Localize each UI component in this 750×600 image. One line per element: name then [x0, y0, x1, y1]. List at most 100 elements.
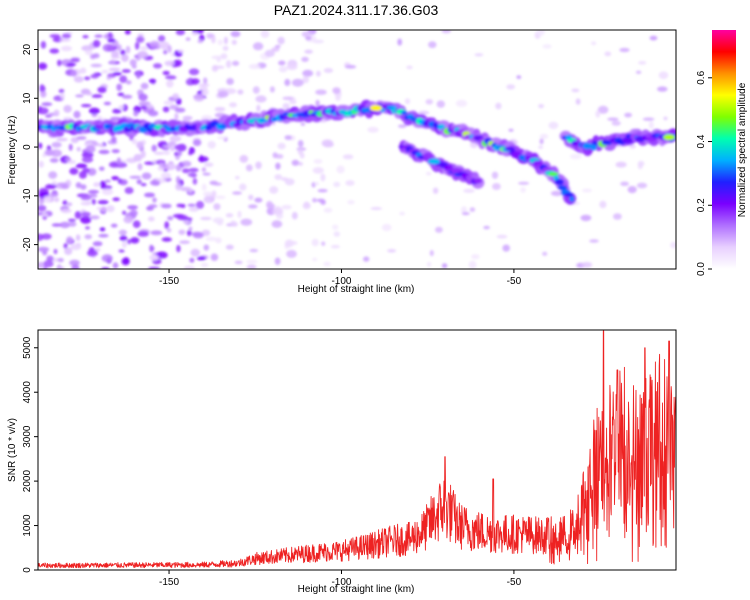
spectrogram-noise-blob — [649, 35, 658, 41]
spectrogram-noise-blob — [127, 205, 138, 210]
spectrogram-noise-blob — [200, 216, 212, 221]
spectrogram-noise-blob — [76, 146, 81, 152]
spectrogram-noise-blob — [148, 110, 159, 117]
spectrogram-noise-blob — [91, 94, 103, 98]
spectrogram-noise-blob — [162, 144, 173, 149]
spectrogram-noise-blob — [312, 197, 317, 203]
spectrogram-noise-blob — [163, 50, 168, 55]
spectrogram-noise-blob — [201, 167, 207, 172]
spectrogram-noise-blob — [144, 161, 156, 165]
spectrogram-noise-blob — [84, 76, 91, 81]
snr-plot-area — [38, 330, 676, 570]
spectrogram-noise-blob — [43, 195, 52, 203]
spectrogram-noise-blob — [197, 39, 204, 44]
spectrogram-noise-blob — [615, 161, 627, 168]
spectrogram-noise-blob — [213, 182, 222, 186]
spectrogram-noise-blob — [182, 168, 190, 174]
spectrogram-noise-blob — [271, 47, 280, 52]
x-tick-label: -50 — [507, 276, 522, 287]
spectrogram-noise-blob — [63, 243, 68, 249]
spectrogram-noise-blob — [117, 92, 125, 97]
x-tick-label: -50 — [507, 577, 522, 588]
spectrogram-noise-blob — [188, 206, 199, 212]
spectrogram-noise-blob — [126, 239, 132, 245]
spectrogram-noise-blob — [321, 241, 326, 246]
spectrogram-noise-blob — [84, 234, 92, 240]
y-tick-label: -20 — [22, 237, 33, 252]
spectrogram-noise-blob — [207, 141, 216, 149]
spectrogram-noise-blob — [110, 223, 118, 228]
spectrogram-noise-blob — [136, 179, 142, 185]
spectrogram-noise-blob — [97, 200, 109, 205]
snr-x-ticks: -150 -100 -50 — [159, 570, 522, 588]
spectrogram-noise-blob — [73, 76, 84, 83]
spectrogram-noise-blob — [491, 171, 499, 179]
spectrogram-noise-blob — [187, 203, 196, 207]
spectrogram-noise-blob — [518, 181, 530, 185]
spectrogram-noise-blob — [539, 133, 549, 140]
spectrogram-noise-blob — [145, 104, 154, 109]
spectrogram-noise-blob — [74, 211, 82, 219]
spectrogram-noise-blob — [239, 183, 247, 191]
spectrogram-noise-blob — [151, 144, 157, 152]
spectrogram-noise-blob — [111, 176, 119, 181]
spectrogram-noise-blob — [344, 65, 357, 69]
spectrogram-noise-blob — [305, 36, 312, 41]
spectrogram-noise-blob — [201, 91, 208, 95]
spectrogram-noise-blob — [46, 255, 54, 262]
spectrogram-noise-blob — [85, 49, 93, 56]
spectrogram-noise-blob — [211, 190, 217, 198]
spectrogram-noise-blob — [108, 67, 121, 72]
spectrogram-noise-blob — [62, 200, 68, 205]
spectrogram-noise-blob — [175, 30, 185, 36]
spectrogram-noise-blob — [39, 84, 45, 91]
spectrogram-noise-blob — [133, 154, 143, 162]
spectrogram-noise-blob — [68, 221, 77, 227]
spectrogram-noise-blob — [69, 167, 79, 175]
spectrogram-noise-blob — [332, 224, 339, 230]
spectrogram-noise-blob — [237, 210, 242, 219]
spectrogram-noise-blob — [336, 165, 345, 174]
spectrogram-noise-blob — [57, 266, 65, 269]
spectrogram-noise-blob — [516, 75, 522, 79]
spectrogram-noise-blob — [284, 78, 291, 87]
spectrogram-noise-blob — [571, 88, 580, 93]
spectrogram-noise-blob — [363, 256, 370, 262]
snr-series-line — [38, 330, 676, 569]
spectrogram-noise-blob — [214, 107, 226, 112]
spectrogram-noise-blob — [68, 218, 76, 222]
spectrogram-noise-blob — [137, 163, 143, 171]
spectrogram-noise-blob — [175, 164, 182, 172]
spectrogram-noise-blob — [161, 237, 172, 242]
spectrogram-noise-blob — [426, 261, 432, 267]
spectrogram-peak — [369, 105, 382, 112]
spectrogram-noise-blob — [161, 203, 172, 209]
spectrogram-noise-blob — [93, 53, 100, 59]
spectrogram-noise-blob — [235, 176, 240, 180]
spectrogram-noise-blob — [222, 45, 229, 51]
spectrogram-noise-blob — [274, 44, 281, 48]
spectrogram-noise-blob — [202, 191, 213, 197]
spectrogram-noise-blob — [249, 248, 259, 253]
spectrogram-noise-blob — [502, 244, 511, 252]
spectrogram-frame — [37, 29, 677, 270]
y-tick-label: 0 — [22, 144, 33, 150]
spectrogram-noise-blob — [129, 59, 137, 67]
spectrogram-noise-blob — [315, 99, 320, 107]
y-tick-label: 2000 — [22, 470, 33, 493]
spectrogram-noise-blob — [147, 216, 155, 222]
spectrogram-noise-blob — [167, 216, 174, 221]
spectrogram-noise-blob — [118, 105, 125, 110]
spectrogram-noise-blob — [281, 177, 289, 182]
spectrogram-noise-blob — [63, 105, 72, 113]
spectrogram-noise-blob — [99, 180, 107, 188]
x-tick-label: -150 — [159, 577, 179, 588]
spectrogram-noise-blob — [129, 209, 138, 217]
spectrogram-noise-blob — [103, 101, 112, 106]
spectrogram-noise-blob — [455, 99, 468, 107]
spectrogram-noise-blob — [299, 152, 305, 159]
spectrogram-noise-blob — [248, 63, 261, 70]
spectrogram-noise-blob — [286, 63, 298, 71]
spectrogram-noise-blob — [99, 227, 106, 232]
